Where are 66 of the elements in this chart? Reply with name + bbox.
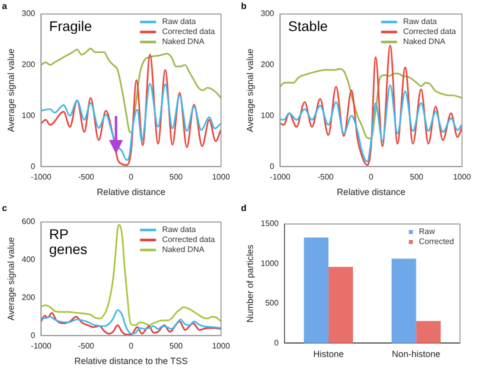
text: RP genes bbox=[49, 226, 88, 257]
x-tick-label: 0 bbox=[368, 172, 374, 182]
bar bbox=[304, 238, 328, 344]
legend-label: Corrected data bbox=[162, 27, 216, 36]
y-tick-label: 200 bbox=[22, 60, 36, 70]
legend-label: Corrected data bbox=[162, 235, 216, 244]
text: d bbox=[241, 202, 246, 213]
y-tick-label: 500 bbox=[265, 298, 280, 308]
legend-label: Raw data bbox=[162, 17, 196, 26]
x-axis-title: Relative distance to the TSS bbox=[74, 356, 188, 366]
x-tick-label: 500 bbox=[410, 172, 424, 182]
y-tick-label: 300 bbox=[260, 9, 275, 18]
line-series bbox=[280, 68, 462, 140]
x-tick-label: -1000 bbox=[30, 342, 52, 351]
chart-title: Fragile bbox=[49, 18, 92, 34]
legend-label: Naked DNA bbox=[162, 37, 205, 46]
y-tick-label: 200 bbox=[22, 292, 36, 302]
line-series bbox=[41, 82, 221, 161]
y-tick-label: 100 bbox=[22, 110, 36, 120]
y-axis-title: Average signal value bbox=[6, 237, 16, 320]
x-tick-label: Non-histone bbox=[392, 349, 440, 360]
line-series bbox=[41, 224, 221, 326]
legend-label: Raw data bbox=[403, 17, 438, 26]
line-series bbox=[41, 48, 221, 134]
y-tick-label: 100 bbox=[260, 110, 275, 120]
bar bbox=[416, 320, 441, 344]
x-tick-label: Histone bbox=[313, 349, 344, 360]
y-axis-title: Average signal value bbox=[6, 48, 16, 132]
y-tick-label: 0 bbox=[270, 162, 275, 171]
text: a bbox=[2, 0, 8, 11]
y-axis-title: Average signal value bbox=[244, 48, 255, 132]
legend-label: Raw data bbox=[162, 225, 196, 234]
legend-label: Corrected data bbox=[403, 27, 457, 36]
legend-label: Naked DNA bbox=[403, 37, 446, 46]
text: b bbox=[241, 0, 247, 11]
bar bbox=[392, 258, 416, 344]
legend-label: Raw bbox=[418, 227, 436, 236]
y-tick-label: 600 bbox=[22, 217, 36, 226]
x-tick-label: 0 bbox=[128, 342, 134, 351]
x-tick-label: 1000 bbox=[453, 172, 472, 182]
x-tick-label: 1000 bbox=[212, 172, 230, 182]
bar bbox=[328, 266, 354, 344]
legend-label: Corrected bbox=[418, 237, 454, 246]
y-tick-label: 0 bbox=[30, 162, 36, 171]
x-tick-label: -1000 bbox=[270, 172, 291, 182]
x-axis-title: Relative distance bbox=[336, 187, 406, 198]
y-tick-label: 1500 bbox=[260, 219, 280, 228]
x-tick-label: -1000 bbox=[30, 172, 52, 182]
x-tick-label: -500 bbox=[78, 342, 95, 351]
y-tick-label: 0 bbox=[30, 330, 36, 340]
x-tick-label: 1000 bbox=[212, 342, 230, 351]
y-axis-title: Number of particles bbox=[244, 244, 255, 323]
y-tick-label: 400 bbox=[22, 255, 36, 264]
x-tick-label: -500 bbox=[78, 172, 95, 182]
y-tick-label: 200 bbox=[260, 60, 275, 70]
y-tick-label: 300 bbox=[22, 9, 36, 18]
chart-title: Stable bbox=[288, 18, 328, 34]
x-tick-label: -500 bbox=[318, 172, 334, 182]
y-tick-label: 1000 bbox=[260, 258, 280, 268]
x-tick-label: 0 bbox=[128, 172, 134, 182]
x-axis-title: Relative distance bbox=[96, 187, 166, 198]
x-tick-label: 500 bbox=[169, 342, 184, 351]
legend-label: Naked DNA bbox=[162, 245, 205, 254]
line-series bbox=[280, 84, 462, 162]
text: c bbox=[2, 202, 8, 213]
x-tick-label: 500 bbox=[169, 172, 184, 182]
